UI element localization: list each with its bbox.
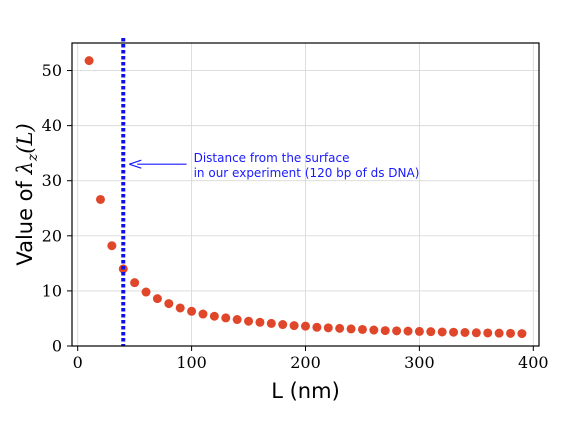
data-point: [471, 328, 481, 338]
data-point: [380, 326, 390, 336]
data-point: [392, 326, 402, 336]
annotation-arrow-head: [129, 159, 142, 169]
data-point: [278, 320, 288, 330]
data-point: [403, 326, 413, 336]
y-tick-label: 30: [42, 171, 62, 190]
y-tick-label: 40: [42, 116, 62, 135]
data-point: [369, 325, 379, 335]
y-axis-label-symbol: λ: [13, 161, 37, 175]
data-point: [164, 299, 174, 309]
data-point: [346, 324, 356, 334]
data-point: [175, 303, 185, 313]
x-tick-label: 300: [404, 353, 435, 372]
data-point: [494, 328, 504, 338]
data-point: [437, 327, 447, 337]
y-axis-label-subscript: z: [25, 153, 41, 162]
y-tick-label: 0: [52, 337, 62, 356]
data-point: [289, 321, 299, 331]
annotation-text-line-1: Distance from the surface: [194, 151, 350, 165]
x-tick-label: 400: [518, 353, 549, 372]
data-point: [141, 287, 151, 297]
data-point: [312, 322, 322, 332]
y-tick-label: 10: [42, 281, 62, 300]
data-point: [335, 323, 345, 333]
data-point: [506, 328, 516, 338]
annotation-text-line-2: in our experiment (120 bp of ds DNA): [194, 166, 420, 180]
x-axis-label: L (nm): [271, 379, 340, 403]
x-tick-label: 0: [73, 353, 83, 372]
data-point: [244, 316, 254, 326]
data-point: [266, 318, 276, 328]
data-point: [301, 321, 310, 331]
data-point: [255, 317, 265, 327]
y-tick-label: 50: [42, 61, 62, 80]
y-tick-label: 20: [42, 226, 62, 245]
data-point: [95, 194, 105, 204]
data-point: [130, 278, 140, 288]
data-point: [426, 327, 436, 337]
data-point: [414, 326, 424, 336]
x-tick-label: 200: [290, 353, 321, 372]
data-point: [460, 328, 470, 338]
x-tick-label: 100: [176, 353, 207, 372]
y-axis-label-suffix: (L): [13, 123, 37, 153]
data-series: [84, 56, 527, 339]
data-point: [323, 323, 333, 333]
data-point: [209, 311, 219, 321]
data-point: [187, 306, 197, 316]
data-point: [357, 324, 367, 334]
data-point: [517, 329, 527, 339]
data-point: [483, 328, 493, 338]
data-point: [221, 313, 231, 323]
y-axis-label-prefix: Value of: [13, 174, 37, 265]
data-point: [232, 315, 242, 325]
data-point: [84, 56, 94, 66]
grid: [72, 43, 539, 347]
data-point: [107, 241, 117, 251]
annotation: Distance from the surface in our experim…: [129, 151, 419, 180]
data-point: [449, 327, 459, 337]
y-axis-label: Value of λz(L): [13, 123, 41, 265]
data-point: [198, 309, 208, 319]
x-axis: 0 100 200 300 400: [73, 346, 549, 372]
y-axis: 0 10 20 30 40 50: [42, 61, 72, 356]
data-point: [152, 294, 162, 304]
